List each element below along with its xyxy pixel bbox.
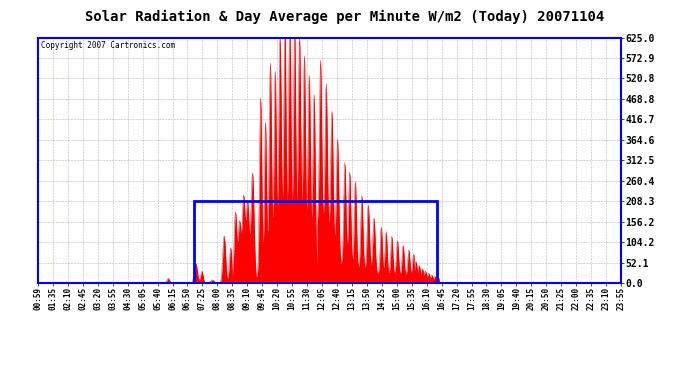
Text: Copyright 2007 Cartronics.com: Copyright 2007 Cartronics.com [41,41,175,50]
Text: Solar Radiation & Day Average per Minute W/m2 (Today) 20071104: Solar Radiation & Day Average per Minute… [86,9,604,24]
Bar [194,201,437,283]
